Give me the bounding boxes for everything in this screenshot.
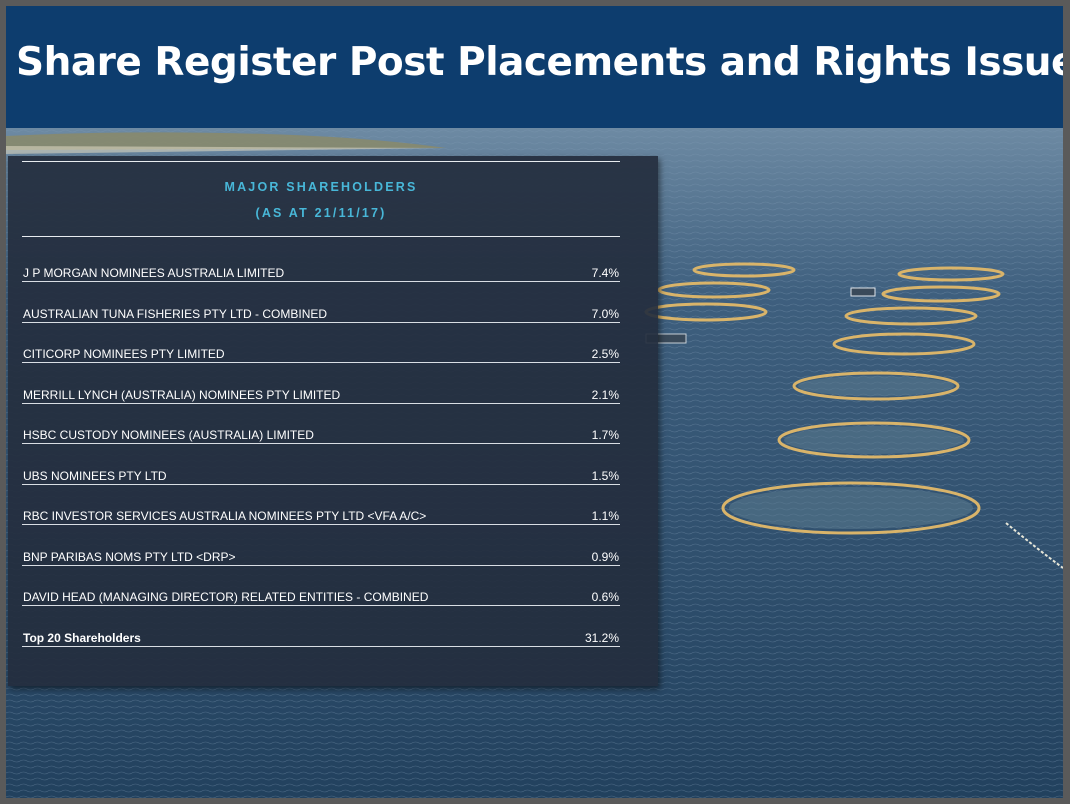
shareholder-percentage: 2.1% xyxy=(591,387,619,402)
shareholder-name: J P MORGAN NOMINEES AUSTRALIA LIMITED xyxy=(23,266,285,280)
shareholder-name: UBS NOMINEES PTY LTD xyxy=(23,468,167,483)
slide: Share Register Post Placements and Right… xyxy=(6,6,1063,798)
slide-title: Share Register Post Placements and Right… xyxy=(16,40,1063,85)
panel-top-rule xyxy=(22,161,620,162)
shareholder-name: AUSTRALIAN TUNA FISHERIES PTY LTD - COMB… xyxy=(23,306,328,321)
shareholder-name: MERRILL LYNCH (AUSTRALIA) NOMINEES PTY L… xyxy=(23,387,341,402)
shareholders-table: J P MORGAN NOMINEES AUSTRALIA LIMITED 7.… xyxy=(22,242,620,647)
total-label: Top 20 Shareholders xyxy=(23,630,141,645)
shareholder-row: HSBC CUSTODY NOMINEES (AUSTRALIA) LIMITE… xyxy=(22,404,620,444)
shareholder-percentage: 1.5% xyxy=(591,468,619,483)
shareholder-percentage: 0.9% xyxy=(591,549,619,564)
panel-heading-line1: MAJOR SHAREHOLDERS xyxy=(224,180,418,194)
panel-heading: MAJOR SHAREHOLDERS (AS AT 21/11/17) xyxy=(22,174,620,226)
total-percentage: 31.2% xyxy=(584,630,619,645)
shareholder-name: HSBC CUSTODY NOMINEES (AUSTRALIA) LIMITE… xyxy=(23,428,314,442)
shareholder-row: J P MORGAN NOMINEES AUSTRALIA LIMITED 7.… xyxy=(22,242,620,282)
shareholder-name: RBC INVESTOR SERVICES AUSTRALIA NOMINEES… xyxy=(23,509,427,523)
shareholder-row: DAVID HEAD (MANAGING DIRECTOR) RELATED E… xyxy=(22,566,620,606)
shareholder-percentage: 1.7% xyxy=(591,428,619,442)
title-bar: Share Register Post Placements and Right… xyxy=(6,6,1063,128)
shareholder-row: AUSTRALIAN TUNA FISHERIES PTY LTD - COMB… xyxy=(22,283,620,323)
shareholder-row: RBC INVESTOR SERVICES AUSTRALIA NOMINEES… xyxy=(22,485,620,525)
shareholder-row: UBS NOMINEES PTY LTD 1.5% xyxy=(22,445,620,485)
shareholder-name: BNP PARIBAS NOMS PTY LTD <DRP> xyxy=(23,549,236,564)
shareholder-name: CITICORP NOMINEES PTY LIMITED xyxy=(23,347,225,361)
shareholder-row: MERRILL LYNCH (AUSTRALIA) NOMINEES PTY L… xyxy=(22,364,620,404)
shareholder-percentage: 7.4% xyxy=(591,266,619,280)
panel-heading-line2: (AS AT 21/11/17) xyxy=(255,206,387,220)
total-row: Top 20 Shareholders 31.2% xyxy=(22,607,620,647)
shareholder-percentage: 2.5% xyxy=(591,347,619,361)
shareholder-percentage: 1.1% xyxy=(591,509,619,523)
shareholder-name: DAVID HEAD (MANAGING DIRECTOR) RELATED E… xyxy=(23,590,429,604)
shareholder-row: BNP PARIBAS NOMS PTY LTD <DRP> 0.9% xyxy=(22,526,620,566)
shareholder-percentage: 7.0% xyxy=(591,306,619,321)
shareholder-percentage: 0.6% xyxy=(591,590,619,604)
shareholder-row: CITICORP NOMINEES PTY LIMITED 2.5% xyxy=(22,323,620,363)
shareholders-panel: MAJOR SHAREHOLDERS (AS AT 21/11/17) J P … xyxy=(8,156,658,686)
panel-heading-rule xyxy=(22,236,620,237)
